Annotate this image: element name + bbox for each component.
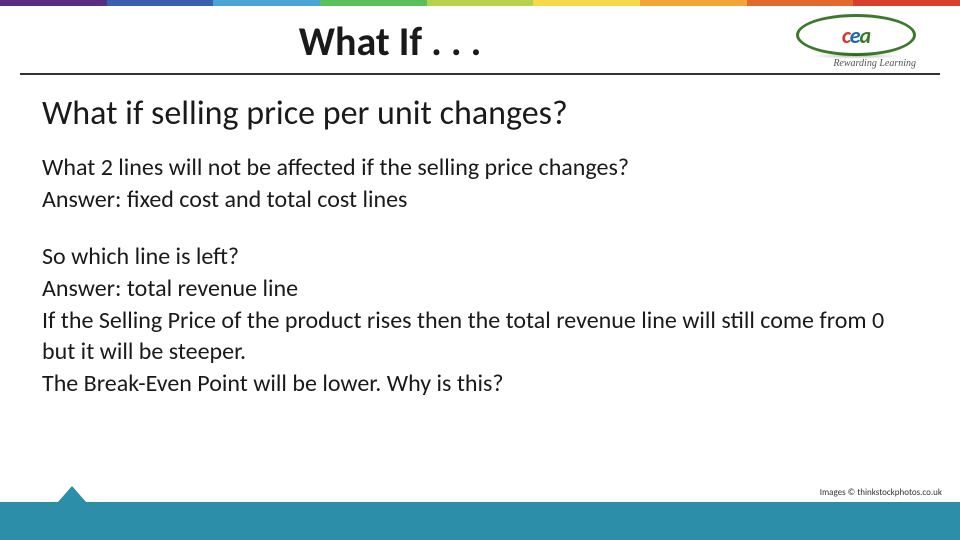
logo-letter-c: c bbox=[842, 22, 850, 49]
content-area: What if selling price per unit changes? … bbox=[0, 75, 960, 400]
paragraph-2: So which line is left? Answer: total rev… bbox=[42, 241, 918, 399]
rainbow-seg bbox=[853, 0, 960, 6]
subheading: What if selling price per unit changes? bbox=[42, 93, 918, 134]
statement-2: The Break-Even Point will be lower. Why … bbox=[42, 368, 918, 400]
image-credit: Images © thinkstockphotos.co.uk bbox=[820, 487, 942, 498]
rainbow-accent-bar bbox=[0, 0, 960, 6]
speech-notch-icon bbox=[58, 486, 86, 502]
logo-tagline: Rewarding Learning bbox=[833, 58, 916, 69]
rainbow-seg bbox=[107, 0, 214, 6]
question-2: So which line is left? bbox=[42, 241, 918, 273]
rainbow-seg bbox=[533, 0, 640, 6]
bottom-bar bbox=[0, 502, 960, 540]
answer-1: Answer: fixed cost and total cost lines bbox=[42, 184, 918, 216]
logo-letter-a: a bbox=[860, 22, 871, 49]
rainbow-seg bbox=[320, 0, 427, 6]
logo: cea Rewarding Learning bbox=[736, 14, 916, 69]
logo-oval-icon: cea bbox=[796, 14, 916, 56]
statement-1: If the Selling Price of the product rise… bbox=[42, 305, 918, 368]
paragraph-1: What 2 lines will not be affected if the… bbox=[42, 152, 918, 215]
rainbow-seg bbox=[0, 0, 107, 6]
logo-letter-e: e bbox=[850, 22, 860, 49]
logo-shadow bbox=[810, 53, 901, 59]
page-title: What If . . . bbox=[44, 17, 736, 66]
rainbow-seg bbox=[747, 0, 854, 6]
header: What If . . . cea Rewarding Learning bbox=[20, 6, 940, 75]
answer-2: Answer: total revenue line bbox=[42, 273, 918, 305]
rainbow-seg bbox=[640, 0, 747, 6]
rainbow-seg bbox=[427, 0, 534, 6]
question-1: What 2 lines will not be affected if the… bbox=[42, 152, 918, 184]
rainbow-seg bbox=[213, 0, 320, 6]
